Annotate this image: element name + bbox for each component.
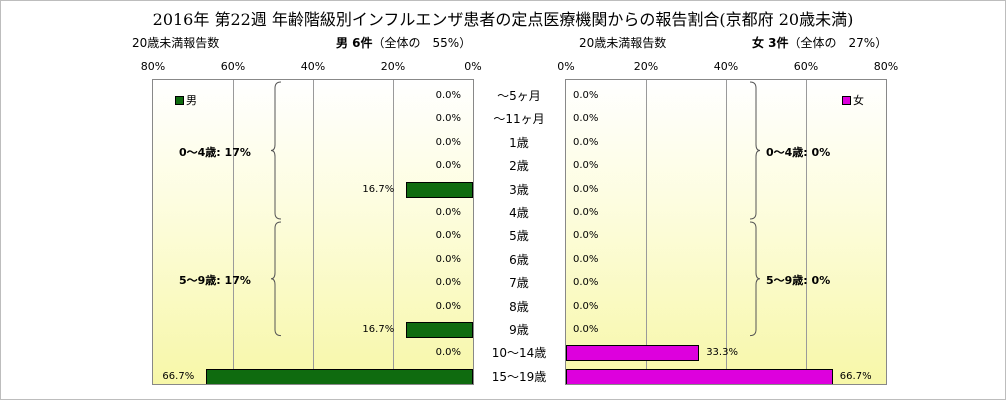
female-data-label: 0.0% <box>573 253 599 265</box>
female-data-label: 0.0% <box>573 230 599 242</box>
male-data-label: 0.0% <box>435 207 461 218</box>
legend-label: 女 <box>853 94 864 107</box>
category-label: 10～14歳 <box>491 346 547 361</box>
female-data-label: 0.0% <box>573 324 599 335</box>
male-data-label: 0.0% <box>435 253 461 265</box>
female-data-label: 0.0% <box>573 183 599 195</box>
group-label: 0～4歳: 17% <box>179 145 251 159</box>
male-data-label: 0.0% <box>435 277 461 289</box>
male-header: 男 6件（全体の 55%） <box>336 34 471 51</box>
group-brace <box>270 221 282 337</box>
category-label: 4歳 <box>509 206 529 220</box>
female-data-label: 33.3% <box>706 347 738 359</box>
group-brace-path <box>749 81 761 220</box>
female-data-label: 0.0% <box>573 136 599 148</box>
male-count-label: 20歳未満報告数 <box>132 36 220 50</box>
female-data-label: 0.0% <box>573 300 599 312</box>
male-header-share: （全体の 55%） <box>372 36 472 50</box>
group-label: 0～4歳: 0% <box>766 145 831 159</box>
female-data-label: 66.7% <box>839 370 872 382</box>
category-label: 5歳 <box>509 229 529 244</box>
category-label: 6歳 <box>509 252 529 267</box>
gridline <box>806 80 807 384</box>
female-data-label: 0.0% <box>573 207 599 218</box>
category-label: 1歳 <box>509 135 529 150</box>
male-data-label: 66.7% <box>162 370 195 382</box>
legend-swatch <box>842 95 851 105</box>
male-data-label: 0.0% <box>435 90 461 101</box>
male-data-label: 0.0% <box>435 113 461 125</box>
male-data-label: 16.7% <box>362 183 395 195</box>
male-header-title: 男 6件 <box>336 36 373 50</box>
female-data-label: 0.0% <box>573 277 599 289</box>
group-brace-path <box>270 221 282 337</box>
gridline <box>233 80 234 384</box>
male-data-label: 0.0% <box>435 136 461 148</box>
chart-title: 2016年 第22週 年齢階級別インフルエンザ患者の定点医療機関からの報告割合(… <box>152 10 854 29</box>
tick-label-left: 80% <box>140 60 166 73</box>
tick-label-left: 40% <box>300 60 326 73</box>
legend-swatch <box>175 95 184 105</box>
male-bar <box>406 322 473 338</box>
group-label: 5～9歳: 0% <box>766 274 831 288</box>
tick-label-right: 80% <box>873 60 899 73</box>
male-bar <box>206 368 473 384</box>
male-data-label: 0.0% <box>435 230 461 242</box>
legend-label: 男 <box>186 94 197 107</box>
female-data-label: 0.0% <box>573 90 599 101</box>
female-data-label: 0.0% <box>573 113 599 125</box>
female-header-share: （全体の 27%） <box>788 36 888 50</box>
tick-label-left: 60% <box>220 60 246 73</box>
category-label: ～11ヶ月 <box>493 112 545 127</box>
group-brace <box>749 221 761 337</box>
gridline <box>646 80 647 384</box>
tick-label-left: 0% <box>464 60 482 73</box>
tick-label-right: 60% <box>793 60 819 73</box>
category-label: 15～19歳 <box>491 369 547 384</box>
legend-female: 女 <box>842 92 864 108</box>
gridline <box>393 80 394 384</box>
group-brace-path <box>749 221 761 337</box>
tick-label-left: 20% <box>380 60 406 73</box>
female-bar <box>566 368 833 384</box>
tick-label-right: 0% <box>557 60 575 73</box>
female-data-label: 0.0% <box>573 160 599 172</box>
female-bar <box>566 345 700 362</box>
tick-label-right: 20% <box>633 60 659 73</box>
category-label: ～5ヶ月 <box>497 89 541 103</box>
male-plot-area: 0.0% 0.0% 0.0% 0.0% 16.7% 0.0% 0.0% 0.0% 0.0% 0.0… <box>152 79 474 385</box>
category-label: 8歳 <box>509 299 529 314</box>
category-label: 9歳 <box>509 323 529 337</box>
group-brace <box>749 81 761 220</box>
female-count-label: 20歳未満報告数 <box>579 36 667 50</box>
male-bar <box>406 181 473 198</box>
female-header-title: 女 3件 <box>752 36 789 50</box>
male-data-label: 16.7% <box>362 324 395 335</box>
category-label: 2歳 <box>509 159 529 174</box>
group-brace <box>270 81 282 220</box>
legend-male: 男 <box>175 92 197 108</box>
female-header: 女 3件（全体の 27%） <box>752 34 887 51</box>
group-label: 5～9歳: 17% <box>179 274 251 288</box>
tick-label-right: 40% <box>713 60 739 73</box>
male-data-label: 0.0% <box>435 300 461 312</box>
gridline <box>313 80 314 384</box>
male-data-label: 0.0% <box>435 160 461 172</box>
group-brace-path <box>270 81 282 220</box>
female-plot-area: 0.0% 0.0% 0.0% 0.0% 0.0% 0.0% 0.0% 0.0% 0.0% 0.0%… <box>565 79 887 385</box>
gridline <box>726 80 727 384</box>
category-label: 7歳 <box>509 276 529 291</box>
category-label: 3歳 <box>509 182 529 197</box>
male-data-label: 0.0% <box>435 347 461 359</box>
